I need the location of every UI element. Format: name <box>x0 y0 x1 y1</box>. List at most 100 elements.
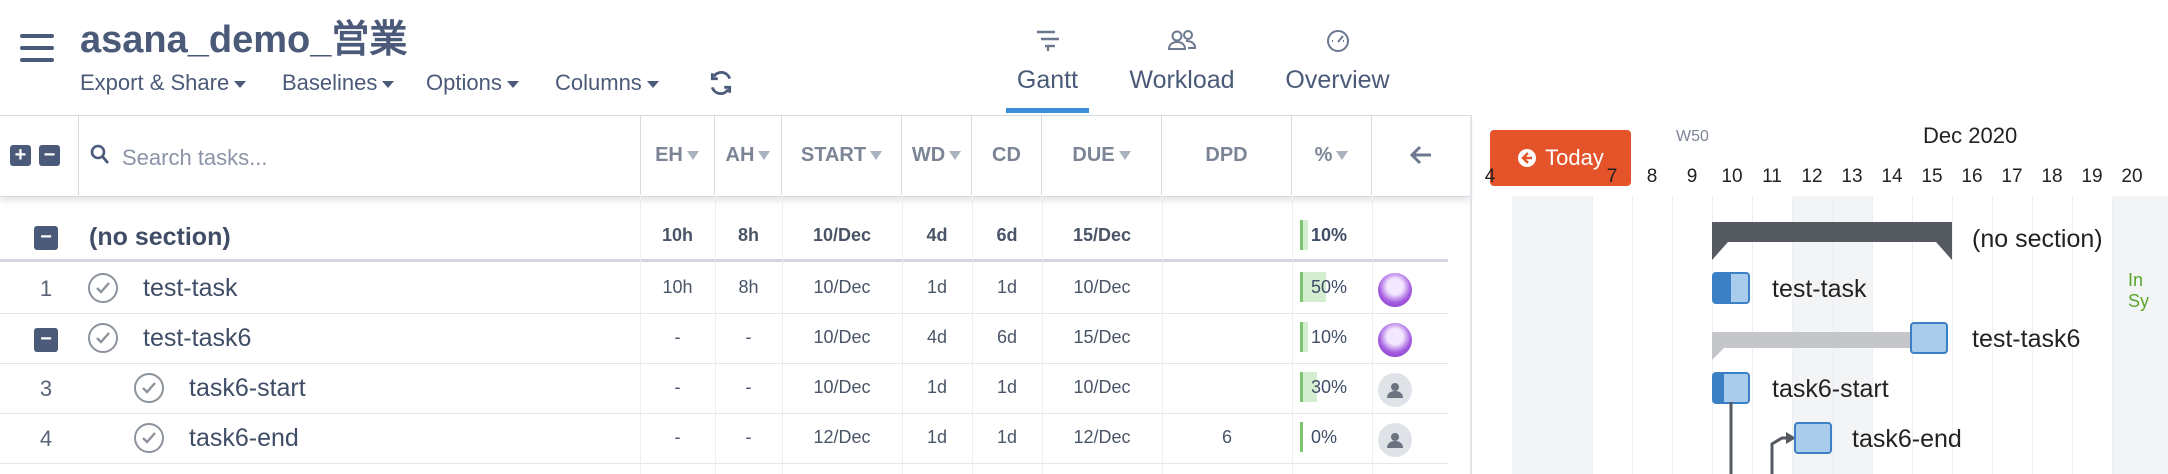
collapse-task-button[interactable]: − <box>34 328 58 352</box>
progress-fill <box>1303 272 1326 302</box>
tab-workload[interactable]: Workload <box>1122 24 1242 95</box>
task-eh[interactable]: 10h <box>662 277 693 297</box>
complete-task-checkbox[interactable] <box>88 273 118 303</box>
gantt-bar-test-task[interactable] <box>1712 272 1750 304</box>
task-due[interactable]: 15/Dec <box>1073 327 1131 347</box>
tab-overview[interactable]: Overview <box>1280 24 1395 95</box>
filter-icon[interactable] <box>1336 150 1349 160</box>
column-separator <box>1162 196 1163 474</box>
avatar[interactable] <box>1378 373 1412 407</box>
gantt-bar-task6-end[interactable] <box>1794 422 1832 454</box>
main-menu-button[interactable] <box>20 34 54 64</box>
section-ah: 8h <box>737 225 759 245</box>
avatar[interactable] <box>1378 423 1412 457</box>
tab-gantt[interactable]: Gantt <box>1000 24 1095 95</box>
export-share-menu[interactable]: Export & Share <box>80 70 247 96</box>
column-eh[interactable]: EH <box>640 115 715 195</box>
task-ah[interactable]: 8h <box>738 277 759 297</box>
baselines-menu[interactable]: Baselines <box>282 70 395 96</box>
task-progress[interactable]: 50% <box>1300 272 1349 302</box>
gantt-label-task6-end: task6-end <box>1852 425 1962 453</box>
complete-task-checkbox[interactable] <box>134 373 164 403</box>
collapse-grid-button[interactable] <box>1372 115 1470 195</box>
task-due[interactable]: 10/Dec <box>1073 277 1131 297</box>
complete-task-checkbox[interactable] <box>88 323 118 353</box>
options-menu[interactable]: Options <box>426 70 519 96</box>
task-ah[interactable]: - <box>745 377 752 397</box>
avatar[interactable] <box>1378 323 1412 357</box>
gantt-bar-test-task6-notch <box>1712 348 1724 360</box>
section-name[interactable]: (no section) <box>89 223 231 251</box>
task-wd[interactable]: 4d <box>926 327 948 347</box>
column-ah-label: AH <box>725 143 755 166</box>
task-wd[interactable]: 1d <box>926 377 948 397</box>
task-dpd[interactable]: 6 <box>1221 427 1232 447</box>
task-cd[interactable]: 1d <box>996 277 1018 297</box>
gantt-bar-test-task6[interactable] <box>1712 332 1922 348</box>
filter-icon[interactable] <box>686 150 699 160</box>
task-progress[interactable]: 0% <box>1300 422 1349 452</box>
task-eh[interactable]: - <box>674 427 681 447</box>
task-wd[interactable]: 1d <box>926 427 948 447</box>
task-due[interactable]: 12/Dec <box>1073 427 1131 447</box>
task-cd[interactable]: 1d <box>996 427 1018 447</box>
expand-all-button[interactable]: + <box>10 145 31 166</box>
column-due[interactable]: DUE <box>1042 115 1162 195</box>
task-cd[interactable]: 1d <box>996 377 1018 397</box>
tab-gantt-label: Gantt <box>1016 66 1079 94</box>
task-cd[interactable]: 6d <box>996 327 1018 347</box>
task-progress[interactable]: 10% <box>1300 322 1349 352</box>
avatar[interactable] <box>1378 273 1412 307</box>
task-eh[interactable]: - <box>674 377 681 397</box>
column-percent[interactable]: % <box>1292 115 1372 195</box>
task-ah[interactable]: - <box>745 427 752 447</box>
column-ah[interactable]: AH <box>715 115 782 195</box>
progress-fill <box>1303 322 1308 352</box>
column-cd[interactable]: CD <box>972 115 1042 195</box>
checkmark-icon <box>142 382 156 394</box>
filter-icon[interactable] <box>758 150 771 160</box>
collapse-section-button[interactable]: − <box>34 226 58 250</box>
gantt-bar-task6-start[interactable] <box>1712 372 1750 404</box>
checkmark-icon <box>142 432 156 444</box>
task-start[interactable]: 12/Dec <box>813 427 871 447</box>
tab-workload-label: Workload <box>1129 66 1235 94</box>
today-button[interactable]: Today <box>1490 130 1631 186</box>
task-name[interactable]: task6-end <box>189 424 299 452</box>
hamburger-line <box>20 46 54 50</box>
day-gridline <box>1992 196 1993 474</box>
task-wd[interactable]: 1d <box>926 277 948 297</box>
column-start[interactable]: START <box>782 115 902 195</box>
column-dpd[interactable]: DPD <box>1162 115 1292 195</box>
row-number: 3 <box>39 376 53 401</box>
checkmark-icon <box>96 282 110 294</box>
task-name[interactable]: task6-start <box>189 374 306 402</box>
task-start[interactable]: 10/Dec <box>813 327 871 347</box>
task-name[interactable]: test-task <box>143 274 238 302</box>
day-gridline <box>2072 196 2073 474</box>
column-wd[interactable]: WD <box>902 115 972 195</box>
filter-icon[interactable] <box>870 150 883 160</box>
search-box <box>78 115 641 195</box>
filter-icon[interactable] <box>1118 150 1131 160</box>
section-divider <box>0 259 1448 262</box>
task-ah[interactable]: - <box>745 327 752 347</box>
task-name[interactable]: test-task6 <box>143 324 252 352</box>
section-summary-bar[interactable] <box>1710 220 1954 262</box>
task-progress[interactable]: 30% <box>1300 372 1349 402</box>
gantt-handle-test-task6[interactable] <box>1910 322 1948 354</box>
search-input[interactable] <box>120 140 624 176</box>
collapse-all-button[interactable]: − <box>39 145 60 166</box>
complete-task-checkbox[interactable] <box>134 423 164 453</box>
week-label: W50 <box>1676 128 1709 145</box>
task-start[interactable]: 10/Dec <box>813 377 871 397</box>
day-label: 16 <box>1961 166 1983 187</box>
task-eh[interactable]: - <box>674 327 681 347</box>
filter-icon[interactable] <box>949 150 962 160</box>
task-start[interactable]: 10/Dec <box>813 277 871 297</box>
refresh-icon[interactable] <box>708 70 734 103</box>
column-separator <box>782 196 783 474</box>
active-tab-indicator <box>1006 108 1089 113</box>
task-due[interactable]: 10/Dec <box>1073 377 1131 397</box>
columns-menu[interactable]: Columns <box>555 70 659 96</box>
